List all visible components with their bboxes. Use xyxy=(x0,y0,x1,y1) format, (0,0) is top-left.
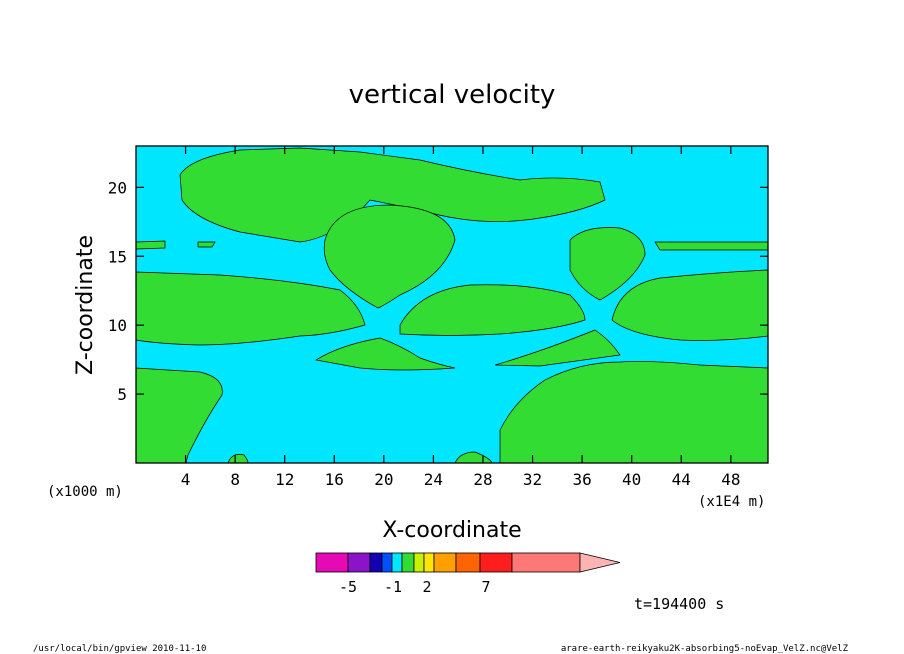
contour-region xyxy=(197,241,216,248)
x-unit-right: (x1E4 m) xyxy=(698,494,765,510)
x-tick-label: 8 xyxy=(230,470,240,489)
x-tick-label: 48 xyxy=(721,470,740,489)
y-axis-label: Z-coordinate xyxy=(73,235,98,375)
x-tick-label: 4 xyxy=(181,470,191,489)
colorbar-segment xyxy=(423,552,435,573)
contour-regions xyxy=(135,147,769,464)
colorbar-segment xyxy=(511,552,581,573)
y-tick-label: 5 xyxy=(117,385,127,404)
contour-region xyxy=(323,204,456,309)
plot-frame xyxy=(135,145,769,464)
contour-region xyxy=(179,147,606,243)
colorbar-label: 2 xyxy=(422,578,431,596)
colorbar-label: 7 xyxy=(481,578,490,596)
footer-right: arare-earth-reikyaku2K-absorbing5-noEvap… xyxy=(561,644,849,654)
colorbar-segment xyxy=(347,552,371,573)
x-tick-label: 36 xyxy=(572,470,591,489)
x-tick-label: 20 xyxy=(374,470,393,489)
x-unit-left: (x1000 m) xyxy=(47,484,123,500)
chart-title: vertical velocity xyxy=(349,80,556,110)
x-axis-label: X-coordinate xyxy=(382,518,521,543)
contour-region xyxy=(135,271,366,346)
contour-region xyxy=(135,240,166,250)
contour-region xyxy=(227,454,249,464)
y-tick-label: 10 xyxy=(108,316,127,335)
contour-region xyxy=(135,367,223,464)
x-tick-label: 40 xyxy=(622,470,641,489)
contour-region xyxy=(399,284,586,336)
colorbar-segment xyxy=(413,552,425,573)
contour-region xyxy=(315,337,456,371)
contour-region xyxy=(569,227,646,301)
contour-region xyxy=(494,329,621,367)
y-tick-label: 15 xyxy=(108,247,127,266)
colorbar-segment xyxy=(455,552,481,573)
footer-left: /usr/local/bin/gpview 2010-11-10 xyxy=(33,644,206,654)
contour-region xyxy=(654,241,769,251)
colorbar-segment xyxy=(315,552,349,573)
colorbar-segment xyxy=(479,552,513,573)
colorbar-label: -1 xyxy=(384,578,402,596)
x-tick-label: 12 xyxy=(275,470,294,489)
time-label: t=194400 s xyxy=(634,595,724,613)
colorbar-label: -5 xyxy=(339,578,357,596)
colorbar-segment xyxy=(381,552,393,573)
colorbar-segment xyxy=(391,552,403,573)
colorbar-segment xyxy=(369,552,383,573)
colorbar xyxy=(315,552,621,573)
y-axis-ticks: 5 10 15 20 xyxy=(108,178,768,404)
x-tick-label: 16 xyxy=(325,470,344,489)
colorbar-labels: -5 -1 2 7 xyxy=(339,578,491,596)
colorbar-segment xyxy=(401,552,415,573)
colorbar-segment xyxy=(433,552,457,573)
y-tick-label: 20 xyxy=(108,178,127,197)
x-tick-label: 32 xyxy=(523,470,542,489)
x-tick-label: 28 xyxy=(473,470,492,489)
contour-region xyxy=(499,361,769,464)
x-tick-label: 44 xyxy=(672,470,691,489)
x-axis-ticks: 4 8 12 16 20 24 28 32 36 40 44 48 xyxy=(181,146,740,489)
x-tick-label: 24 xyxy=(424,470,443,489)
colorbar-arrow xyxy=(579,552,621,573)
